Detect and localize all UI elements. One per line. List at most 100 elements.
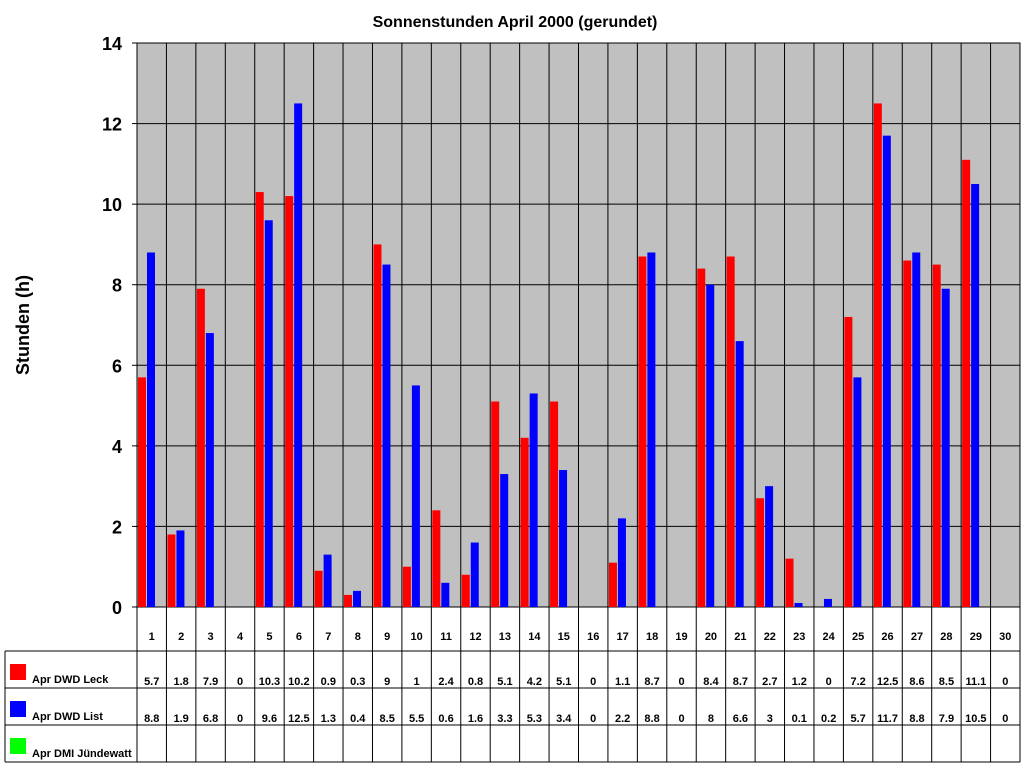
bar — [373, 244, 382, 607]
x-tick-label: 24 — [823, 631, 836, 643]
bar — [196, 288, 205, 607]
table-value: 1.8 — [174, 676, 189, 688]
table-value: 0 — [678, 713, 684, 725]
table-value: 11.1 — [965, 676, 986, 688]
bar — [441, 582, 450, 607]
chart-title: Sonnenstunden April 2000 (gerundet) — [373, 14, 658, 31]
table-value: 0.3 — [350, 676, 365, 688]
table-value: 0 — [826, 676, 832, 688]
bar — [344, 594, 353, 607]
table-value: 2.7 — [762, 676, 777, 688]
x-tick-label: 11 — [440, 631, 452, 643]
x-tick-label: 19 — [675, 631, 687, 643]
x-tick-label: 17 — [617, 631, 629, 643]
bar — [756, 498, 765, 607]
bar — [647, 252, 656, 607]
y-tick-label: 2 — [112, 517, 122, 537]
bar — [794, 602, 803, 607]
x-tick-label: 16 — [587, 631, 599, 643]
bar — [323, 554, 332, 607]
bar — [765, 486, 774, 607]
table-value: 8.8 — [644, 713, 659, 725]
bar — [932, 264, 941, 607]
table-value: 7.2 — [850, 676, 865, 688]
table-value: 1 — [414, 676, 420, 688]
table-value: 12.5 — [877, 676, 898, 688]
x-tick-label: 2 — [178, 631, 184, 643]
bar — [176, 530, 185, 607]
bar — [550, 401, 559, 607]
table-value: 7.9 — [203, 676, 218, 688]
x-tick-label: 21 — [734, 631, 746, 643]
bar — [314, 570, 323, 607]
y-tick-label: 12 — [102, 115, 122, 135]
table-value: 2.4 — [438, 676, 454, 688]
bar — [147, 252, 155, 607]
table-value: 1.9 — [174, 713, 189, 725]
bar — [520, 437, 529, 607]
x-tick-label: 20 — [705, 631, 717, 643]
table-value: 8.7 — [644, 676, 659, 688]
table-value: 8.5 — [939, 676, 954, 688]
x-tick-label: 26 — [881, 631, 893, 643]
x-tick-label: 27 — [911, 631, 923, 643]
table-value: 0 — [237, 676, 243, 688]
bar — [735, 341, 744, 607]
x-tick-label: 6 — [296, 631, 302, 643]
x-tick-label: 12 — [469, 631, 481, 643]
table-value: 0.9 — [321, 676, 336, 688]
bar — [608, 562, 617, 607]
bar — [559, 470, 568, 607]
table-value: 1.1 — [615, 676, 630, 688]
bar — [697, 268, 706, 607]
y-axis-label: Stunden (h) — [13, 275, 33, 375]
bar — [726, 256, 735, 607]
bar — [823, 598, 832, 607]
y-tick-label: 4 — [112, 437, 122, 457]
x-tick-label: 28 — [940, 631, 952, 643]
x-tick-label: 15 — [558, 631, 570, 643]
legend-label: Apr DWD Leck — [32, 674, 109, 686]
x-tick-label: 4 — [237, 631, 244, 643]
x-tick-label: 3 — [208, 631, 214, 643]
table-value: 8.4 — [703, 676, 719, 688]
bar — [353, 590, 362, 607]
bar — [255, 192, 264, 608]
table-value: 4.2 — [527, 676, 542, 688]
table-value: 6.8 — [203, 713, 218, 725]
bar — [432, 510, 441, 607]
bar — [500, 474, 509, 607]
legend-swatch — [10, 701, 26, 717]
table-value: 3.4 — [556, 713, 572, 725]
bar — [941, 288, 950, 607]
table-value: 5.5 — [409, 713, 424, 725]
table-value: 10.2 — [288, 676, 309, 688]
y-tick-label: 6 — [112, 356, 122, 376]
legend-label: Apr DMI Jündewatt — [32, 748, 132, 760]
table-value: 9 — [384, 676, 390, 688]
table-value: 10.5 — [965, 713, 986, 725]
bar — [882, 135, 891, 607]
table-value: 8 — [708, 713, 714, 725]
x-tick-label: 7 — [325, 631, 331, 643]
table-value: 8.8 — [144, 713, 159, 725]
table-value: 3 — [767, 713, 773, 725]
table-value: 0 — [1002, 676, 1008, 688]
bar — [971, 184, 980, 607]
x-tick-label: 30 — [999, 631, 1011, 643]
table-value: 5.1 — [497, 676, 512, 688]
bar — [706, 284, 715, 607]
x-tick-label: 23 — [793, 631, 805, 643]
bar — [138, 377, 146, 607]
bar — [382, 264, 391, 607]
table-value: 1.6 — [468, 713, 483, 725]
table-value: 0 — [237, 713, 243, 725]
table-value: 10.3 — [259, 676, 280, 688]
table-value: 0 — [1002, 713, 1008, 725]
x-tick-label: 9 — [384, 631, 390, 643]
table-value: 11.7 — [877, 713, 898, 725]
table-value: 0.8 — [468, 676, 483, 688]
table-value: 7.9 — [939, 713, 954, 725]
bar — [470, 542, 479, 607]
